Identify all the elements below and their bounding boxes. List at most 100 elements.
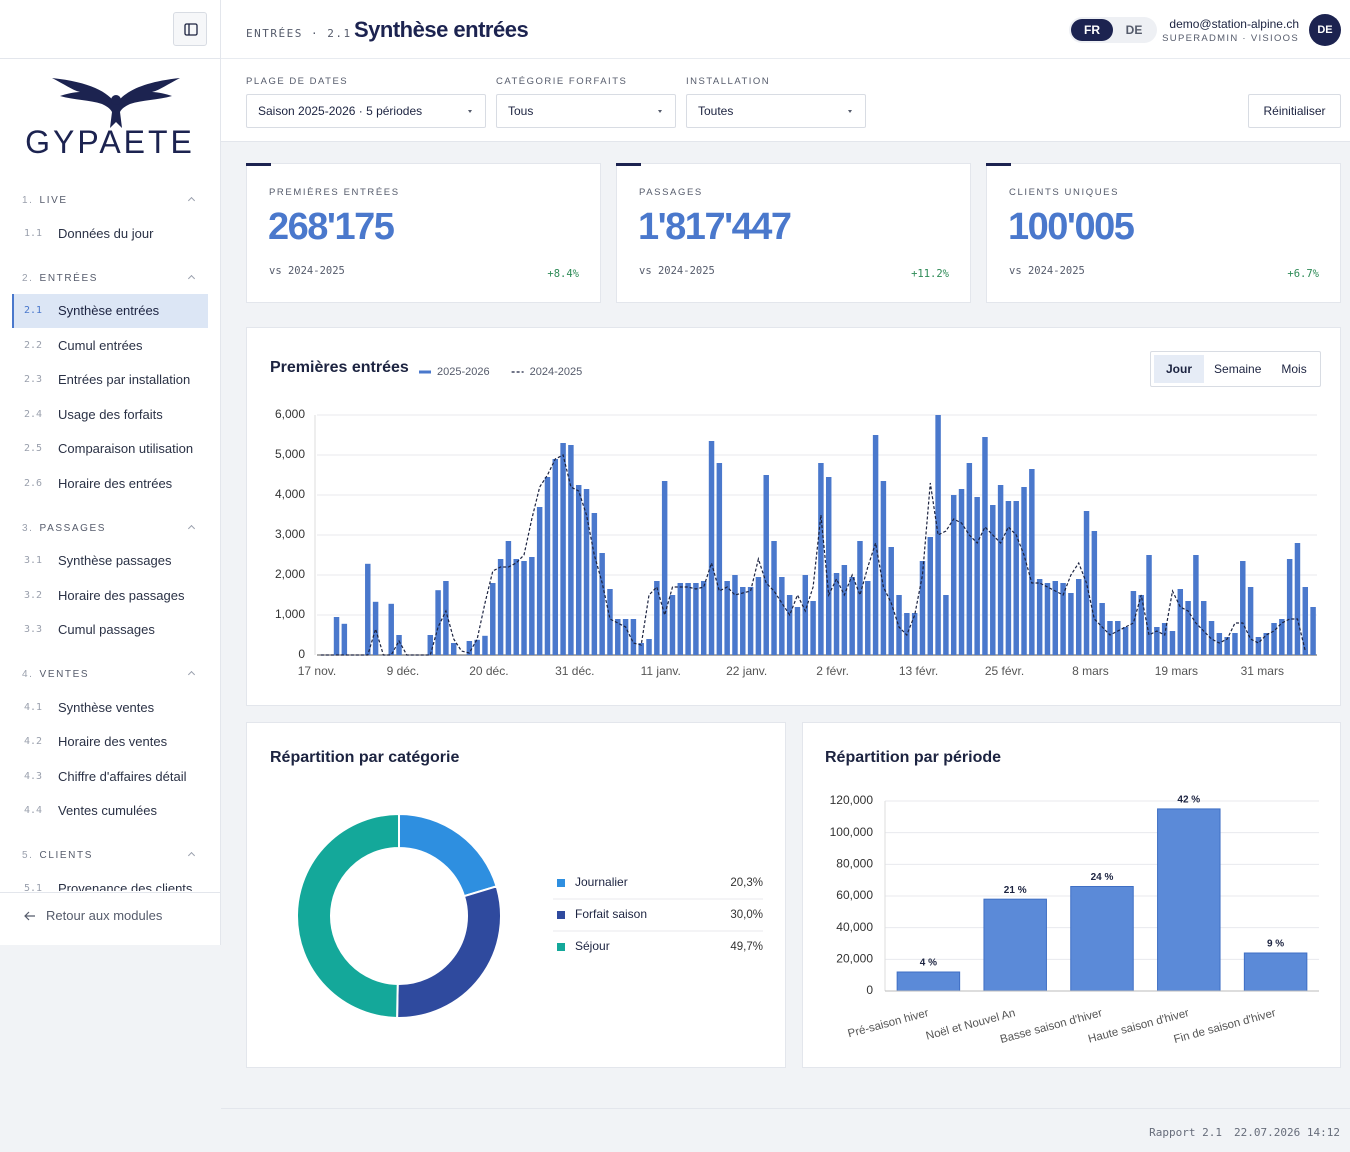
nav-section-header[interactable]: 4. VENTES (0, 659, 220, 690)
kpi-comparison: vs 2024-2025 (1009, 265, 1085, 277)
nav-item[interactable]: 4.3 Chiffre d'affaires détail (0, 759, 208, 794)
kpi-value: 268'175 (268, 206, 395, 248)
bar (958, 489, 965, 655)
bar (654, 581, 660, 655)
bar (1021, 487, 1027, 655)
bar (1247, 587, 1254, 655)
nav-item[interactable]: 3.1 Synthèse passages (0, 544, 208, 579)
nav-item[interactable]: 4.4 Ventes cumulées (0, 794, 208, 829)
logo-text: GYPAETE (25, 124, 195, 160)
y-tick-label: 60,000 (836, 888, 873, 902)
nav-section-header[interactable]: 2. ENTRÉES (0, 263, 220, 294)
nav-item[interactable]: 2.2 Cumul entrées (0, 328, 208, 363)
bar (497, 559, 504, 655)
bar (1240, 561, 1246, 655)
toggle-icon (184, 23, 198, 36)
bar (888, 547, 894, 655)
kpi-card: CLIENTS UNIQUES 100'005 vs 2024-2025 +6.7% (986, 163, 1341, 303)
x-tick-label: 8 mars (1072, 664, 1109, 678)
legend-label: Séjour (575, 939, 610, 953)
bar (1255, 637, 1262, 655)
language[interactable]: FR (1071, 19, 1113, 41)
filter-select[interactable]: Tous (496, 94, 676, 128)
item-label: Cumul passages (58, 622, 155, 638)
nav-section-header[interactable]: 5. CLIENTS (0, 840, 220, 871)
reset-button[interactable]: Réinitialiser (1248, 94, 1341, 128)
nav-item[interactable]: 2.4 Usage des forfaits (0, 397, 208, 432)
bar (661, 481, 668, 655)
nav-item[interactable]: 5.1 Provenance des clients (0, 871, 208, 891)
bar (927, 537, 934, 655)
chevron (187, 670, 196, 679)
section-title: PASSAGES (39, 522, 107, 534)
legend-label: Forfait saison (575, 907, 647, 921)
bar (1107, 621, 1113, 655)
bar (630, 619, 637, 655)
bar (396, 635, 402, 655)
bar (1200, 601, 1207, 655)
bar (865, 581, 871, 655)
nav-section: 5. CLIENTS 5.1 Provenance des clients (0, 840, 220, 891)
nav-item[interactable]: 1.1 Données du jour (0, 216, 208, 251)
kpi-accent (986, 163, 1011, 166)
chart-title: Premières entrées (270, 359, 409, 376)
granularity-option[interactable]: Jour (1154, 355, 1205, 383)
nav-item[interactable]: 2.6 Horaire des entrées (0, 466, 208, 501)
language[interactable]: DE (1125, 23, 1143, 37)
donut-segment (398, 812, 498, 898)
bar (646, 639, 652, 655)
x-tick-label: 13 févr. (899, 664, 938, 678)
divider (0, 58, 220, 59)
chevron (187, 196, 196, 205)
avatar[interactable]: DE (1309, 14, 1341, 46)
bar (935, 415, 941, 655)
bar-label: 9 % (1267, 939, 1284, 950)
user-role: SUPERADMIN · VISIOOS (1162, 33, 1299, 44)
bar (482, 635, 488, 655)
nav-item[interactable]: 2.3 Entrées par installation (0, 363, 208, 398)
legend-label: 2024-2025 (530, 366, 583, 378)
filter-select[interactable]: Toutes (686, 94, 866, 128)
nav-item[interactable]: 2.1 Synthèse entrées (12, 293, 208, 328)
bar (732, 575, 738, 655)
kpi-comparison: vs 2024-2025 (269, 265, 345, 277)
granularity-option[interactable]: Semaine (1214, 362, 1262, 376)
bar (622, 619, 629, 655)
granularity-option[interactable]: Mois (1281, 362, 1307, 376)
bar (474, 639, 480, 655)
bar-label: 21 % (1004, 885, 1027, 896)
bar (1099, 603, 1105, 655)
nav-item[interactable]: 3.3 Cumul passages (0, 613, 208, 648)
filter-label: CATÉGORIE FORFAITS (496, 76, 628, 87)
donut-chart: Répartition par catégorie Journalier 20,3%… (270, 749, 763, 1020)
bar (982, 437, 988, 655)
bar (427, 635, 434, 655)
bar (724, 581, 730, 655)
bar (1013, 501, 1019, 655)
bar (490, 583, 496, 655)
bar (983, 898, 1047, 992)
bar (825, 477, 832, 655)
section-title: VENTES (39, 669, 90, 680)
bar (607, 589, 613, 655)
item-number: 2.5 (24, 443, 43, 455)
nav-item[interactable]: 3.2 Horaire des passages (0, 578, 208, 613)
x-tick-label: 17 nov. (298, 664, 336, 678)
bar (521, 561, 527, 655)
sidebar-toggle[interactable] (173, 12, 207, 46)
item-number: 1.1 (24, 227, 43, 239)
back-link[interactable]: Retour aux modules (24, 908, 162, 923)
filter-select[interactable]: Saison 2025-2026 · 5 périodes (246, 94, 486, 128)
donut-card: Répartition par catégorie Journalier 20,3%… (246, 722, 786, 1068)
nav-item[interactable]: 2.5 Comparaison utilisation (0, 432, 208, 467)
nav-section-header[interactable]: 1. LIVE (0, 185, 220, 216)
kpi-value: 1'817'447 (638, 206, 792, 248)
y-tick-label: 0 (866, 983, 873, 997)
nav-item[interactable]: 4.1 Synthèse ventes (0, 690, 208, 725)
item-number: 2.1 (24, 305, 43, 317)
nav: 1. LIVE 1.1 Données du jour 2. ENTRÉES 2.1 Synt… (0, 185, 220, 891)
nav-section-header[interactable]: 3. PASSAGES (0, 513, 220, 544)
nav-item[interactable]: 4.2 Horaire des ventes (0, 725, 208, 760)
y-tick-label: 80,000 (836, 857, 873, 871)
